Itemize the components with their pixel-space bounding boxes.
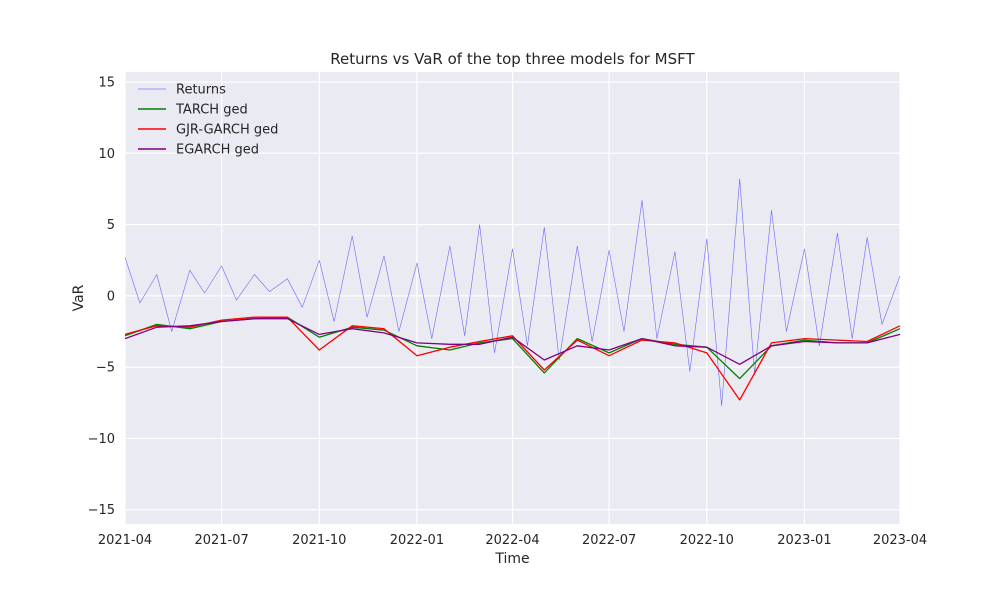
y-tick-label: −15 [88, 503, 115, 518]
grid-lines [124, 72, 901, 524]
y-axis-ticks: 15 10 5 0 −5 −10 −15 [88, 75, 115, 518]
y-tick-label: −5 [96, 361, 115, 376]
series-line-returns [124, 178, 901, 407]
x-tick-label: 2022-04 [485, 533, 539, 548]
y-tick-label: 15 [98, 75, 115, 90]
legend: Returns TARCH ged GJR-GARCH ged EGARCH ged [138, 83, 278, 158]
legend-label: Returns [176, 83, 226, 98]
legend-label: EGARCH ged [176, 143, 259, 158]
y-tick-label: −10 [88, 432, 115, 447]
series-line-gjr-garch-ged [124, 316, 901, 401]
series-layer [124, 178, 901, 407]
chart-title: Returns vs VaR of the top three models f… [330, 50, 695, 68]
x-axis-ticks: 2021-04 2021-07 2021-10 2022-01 2022-04 2022-… [98, 533, 927, 548]
x-tick-label: 2022-07 [582, 533, 636, 548]
y-axis-title: VaR [71, 284, 87, 311]
y-tick-label: 10 [98, 147, 115, 162]
x-tick-label: 2022-10 [680, 533, 734, 548]
x-tick-label: 2021-10 [292, 533, 346, 548]
y-tick-label: 0 [107, 289, 115, 304]
x-axis-title: Time [494, 551, 529, 567]
y-tick-label: 5 [107, 218, 115, 233]
legend-label: TARCH ged [175, 103, 248, 118]
x-tick-label: 2021-04 [98, 533, 152, 548]
legend-label: GJR-GARCH ged [176, 123, 278, 138]
series-line-egarch-ged [124, 318, 901, 365]
x-tick-label: 2022-01 [390, 533, 444, 548]
x-tick-label: 2023-04 [873, 533, 927, 548]
x-tick-label: 2023-01 [777, 533, 831, 548]
x-tick-label: 2021-07 [194, 533, 248, 548]
